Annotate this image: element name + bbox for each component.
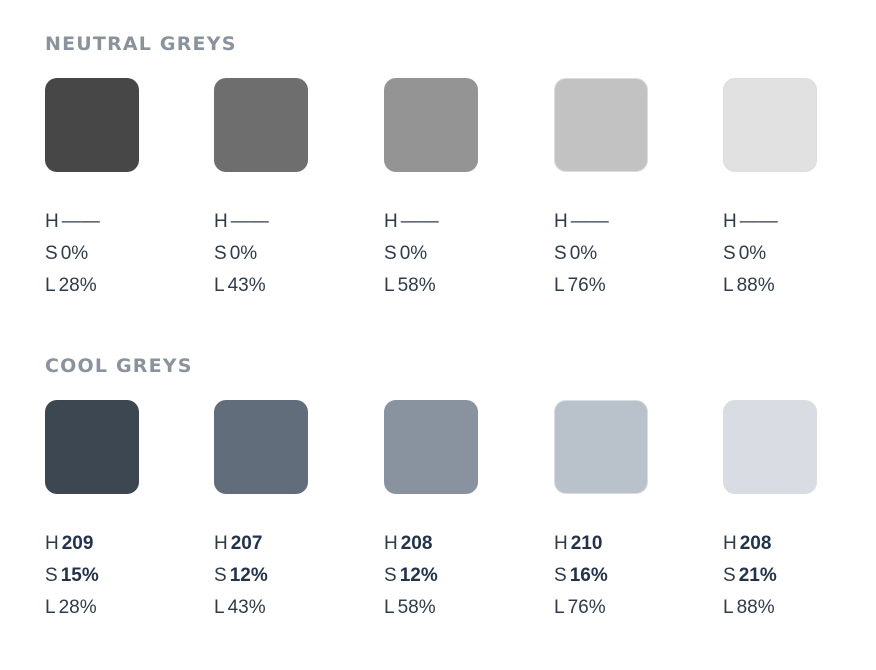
cool-swatch-3: H 208 S 12% L 58%	[384, 400, 504, 624]
hsl-values: H 208 S 12% L 58%	[384, 528, 504, 624]
hsl-values: H —— S 0% L 28%	[45, 206, 165, 302]
lightness-value: L 88%	[723, 275, 775, 296]
saturation-value: S 16%	[554, 565, 608, 586]
color-swatch[interactable]	[554, 400, 648, 494]
hue-value: H ——	[384, 211, 439, 232]
hue-value: H 208	[384, 533, 433, 554]
saturation-value: S 12%	[214, 565, 268, 586]
color-swatch[interactable]	[45, 400, 139, 494]
saturation-value: S 0%	[723, 243, 767, 264]
neutral-swatch-1: H —— S 0% L 28%	[45, 78, 165, 302]
hue-value: H ——	[45, 211, 100, 232]
hsl-values: H —— S 0% L 76%	[554, 206, 674, 302]
lightness-value: L 28%	[45, 275, 97, 296]
cool-swatch-5: H 208 S 21% L 88%	[723, 400, 843, 624]
hsl-values: H 210 S 16% L 76%	[554, 528, 674, 624]
saturation-value: S 0%	[214, 243, 258, 264]
saturation-value: S 0%	[384, 243, 428, 264]
neutral-swatch-row: H —— S 0% L 28% H —— S 0% L 43% H —— S 0% L 58%	[45, 78, 845, 298]
color-swatch[interactable]	[45, 78, 139, 172]
neutral-swatch-2: H —— S 0% L 43%	[214, 78, 334, 302]
lightness-value: L 88%	[723, 597, 775, 618]
neutral-swatch-5: H —— S 0% L 88%	[723, 78, 843, 302]
lightness-value: L 76%	[554, 597, 606, 618]
neutral-greys-section: NEUTRAL GREYS H —— S 0% L 28% H —— S 0% L 43% …	[45, 32, 845, 298]
lightness-value: L 58%	[384, 275, 436, 296]
saturation-value: S 0%	[554, 243, 598, 264]
hsl-values: H —— S 0% L 88%	[723, 206, 843, 302]
cool-swatch-4: H 210 S 16% L 76%	[554, 400, 674, 624]
hue-value: H 209	[45, 533, 94, 554]
saturation-value: S 21%	[723, 565, 777, 586]
color-swatch[interactable]	[214, 400, 308, 494]
lightness-value: L 28%	[45, 597, 97, 618]
hue-value: H 210	[554, 533, 603, 554]
saturation-value: S 15%	[45, 565, 99, 586]
cool-swatch-1: H 209 S 15% L 28%	[45, 400, 165, 624]
color-swatch[interactable]	[723, 78, 817, 172]
saturation-value: S 0%	[45, 243, 89, 264]
color-swatch[interactable]	[384, 78, 478, 172]
color-swatch[interactable]	[723, 400, 817, 494]
cool-swatch-2: H 207 S 12% L 43%	[214, 400, 334, 624]
neutral-swatch-3: H —— S 0% L 58%	[384, 78, 504, 302]
hsl-values: H 207 S 12% L 43%	[214, 528, 334, 624]
cool-greys-section: COOL GREYS H 209 S 15% L 28% H 207 S 12% L 43%…	[45, 354, 845, 620]
hsl-values: H —— S 0% L 58%	[384, 206, 504, 302]
cool-swatch-row: H 209 S 15% L 28% H 207 S 12% L 43% H 208 S 12% …	[45, 400, 845, 620]
neutral-swatch-4: H —— S 0% L 76%	[554, 78, 674, 302]
section-title-neutral-greys: NEUTRAL GREYS	[45, 33, 237, 55]
color-swatch[interactable]	[384, 400, 478, 494]
hue-value: H 207	[214, 533, 263, 554]
section-title-cool-greys: COOL GREYS	[45, 355, 193, 377]
hsl-values: H —— S 0% L 43%	[214, 206, 334, 302]
hue-value: H ——	[554, 211, 609, 232]
lightness-value: L 43%	[214, 597, 266, 618]
lightness-value: L 58%	[384, 597, 436, 618]
lightness-value: L 76%	[554, 275, 606, 296]
hsl-values: H 208 S 21% L 88%	[723, 528, 843, 624]
hue-value: H ——	[214, 211, 269, 232]
lightness-value: L 43%	[214, 275, 266, 296]
color-swatch[interactable]	[214, 78, 308, 172]
saturation-value: S 12%	[384, 565, 438, 586]
hue-value: H ——	[723, 211, 778, 232]
hue-value: H 208	[723, 533, 772, 554]
hsl-values: H 209 S 15% L 28%	[45, 528, 165, 624]
color-swatch[interactable]	[554, 78, 648, 172]
